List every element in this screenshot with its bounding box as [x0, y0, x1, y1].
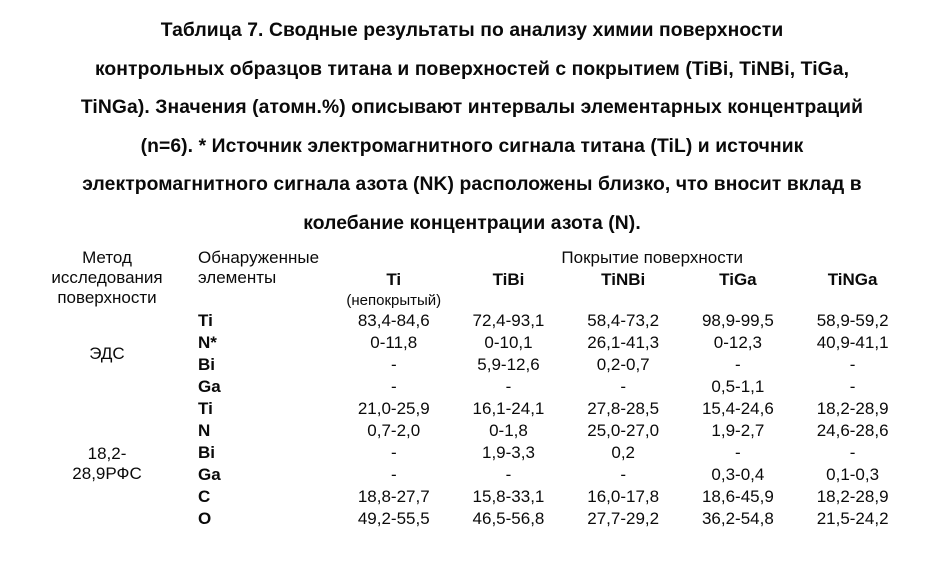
element-label: O [180, 508, 336, 530]
cell: 1,9-2,7 [681, 420, 796, 442]
header-elements: Обнаруженные элементы [180, 248, 336, 310]
caption-line-5: электромагнитного сигнала азота (NK) рас… [82, 174, 861, 195]
method-xps-l1: 18,2- [88, 444, 127, 463]
cell: 18,6-45,9 [681, 486, 796, 508]
cell: 21,5-24,2 [795, 508, 910, 530]
cell: 0,3-0,4 [681, 464, 796, 486]
element-label: N* [180, 332, 336, 354]
cell: - [795, 376, 910, 398]
cell: 0-1,8 [451, 420, 566, 442]
cell: 72,4-93,1 [451, 310, 566, 332]
col-tinga: TiNGa [795, 269, 910, 291]
header-method: Метод исследования поверхности [34, 248, 180, 310]
cell: - [451, 376, 566, 398]
header-elements-l1: Обнаруженные [198, 248, 319, 267]
cell: - [336, 354, 451, 376]
cell: 21,0-25,9 [336, 398, 451, 420]
cell: - [566, 464, 681, 486]
cell: 40,9-41,1 [795, 332, 910, 354]
cell: 0-10,1 [451, 332, 566, 354]
header-elements-l2: элементы [198, 268, 276, 287]
cell: 26,1-41,3 [566, 332, 681, 354]
cell: 49,2-55,5 [336, 508, 451, 530]
element-label: C [180, 486, 336, 508]
col-tibi: TiBi [451, 269, 566, 291]
cell: 25,0-27,0 [566, 420, 681, 442]
cell: - [566, 376, 681, 398]
cell: - [795, 442, 910, 464]
cell: 98,9-99,5 [681, 310, 796, 332]
cell: 24,6-28,6 [795, 420, 910, 442]
cell: 0,5-1,1 [681, 376, 796, 398]
cell: - [336, 464, 451, 486]
cell: 16,1-24,1 [451, 398, 566, 420]
header-coating: Покрытие поверхности [336, 248, 910, 269]
cell: 58,9-59,2 [795, 310, 910, 332]
element-label: Bi [180, 442, 336, 464]
caption-line-1: Таблица 7. Сводные результаты по анализу… [161, 20, 784, 41]
cell: - [681, 442, 796, 464]
table-row: ЭДС Ti 83,4-84,6 72,4-93,1 58,4-73,2 98,… [34, 310, 910, 332]
cell: - [681, 354, 796, 376]
cell: 0,7-2,0 [336, 420, 451, 442]
caption-line-3: TiNGa). Значения (атомн.%) описывают инт… [81, 97, 863, 118]
table-row: 18,2- 28,9РФС Ti 21,0-25,9 16,1-24,1 27,… [34, 398, 910, 420]
cell: - [336, 442, 451, 464]
cell: 58,4-73,2 [566, 310, 681, 332]
cell: - [336, 376, 451, 398]
col-ti: Ti [336, 269, 451, 291]
cell: 5,9-12,6 [451, 354, 566, 376]
data-table: Метод исследования поверхности Обнаружен… [34, 248, 910, 530]
element-label: Bi [180, 354, 336, 376]
cell: 18,2-28,9 [795, 486, 910, 508]
element-label: Ga [180, 464, 336, 486]
cell: - [795, 354, 910, 376]
col-tinbi: TiNBi [566, 269, 681, 291]
caption-line-2: контрольных образцов титана и поверхност… [95, 59, 849, 80]
cell: 0,2 [566, 442, 681, 464]
cell: - [451, 464, 566, 486]
method-xps: 18,2- 28,9РФС [34, 398, 180, 530]
method-eds: ЭДС [34, 310, 180, 398]
table-caption: Таблица 7. Сводные результаты по анализу… [34, 12, 910, 244]
cell: 18,8-27,7 [336, 486, 451, 508]
cell: 18,2-28,9 [795, 398, 910, 420]
col-tiga: TiGa [681, 269, 796, 291]
col-ti-sub: (непокрытый) [336, 291, 451, 310]
header-method-l3: поверхности [57, 288, 156, 307]
cell: 0,1-0,3 [795, 464, 910, 486]
cell: 0,2-0,7 [566, 354, 681, 376]
cell: 46,5-56,8 [451, 508, 566, 530]
cell: 36,2-54,8 [681, 508, 796, 530]
cell: 27,7-29,2 [566, 508, 681, 530]
caption-line-4: (n=6). * Источник электромагнитного сигн… [141, 136, 804, 157]
element-label: N [180, 420, 336, 442]
cell: 15,4-24,6 [681, 398, 796, 420]
cell: 83,4-84,6 [336, 310, 451, 332]
header-method-l1: Метод [82, 248, 132, 267]
cell: 27,8-28,5 [566, 398, 681, 420]
cell: 16,0-17,8 [566, 486, 681, 508]
caption-line-6: колебание концентрации азота (N). [303, 213, 641, 234]
method-xps-l2: 28,9РФС [72, 464, 141, 483]
cell: 0-11,8 [336, 332, 451, 354]
header-method-l2: исследования [51, 268, 162, 287]
cell: 15,8-33,1 [451, 486, 566, 508]
element-label: Ti [180, 398, 336, 420]
cell: 1,9-3,3 [451, 442, 566, 464]
cell: 0-12,3 [681, 332, 796, 354]
element-label: Ga [180, 376, 336, 398]
element-label: Ti [180, 310, 336, 332]
